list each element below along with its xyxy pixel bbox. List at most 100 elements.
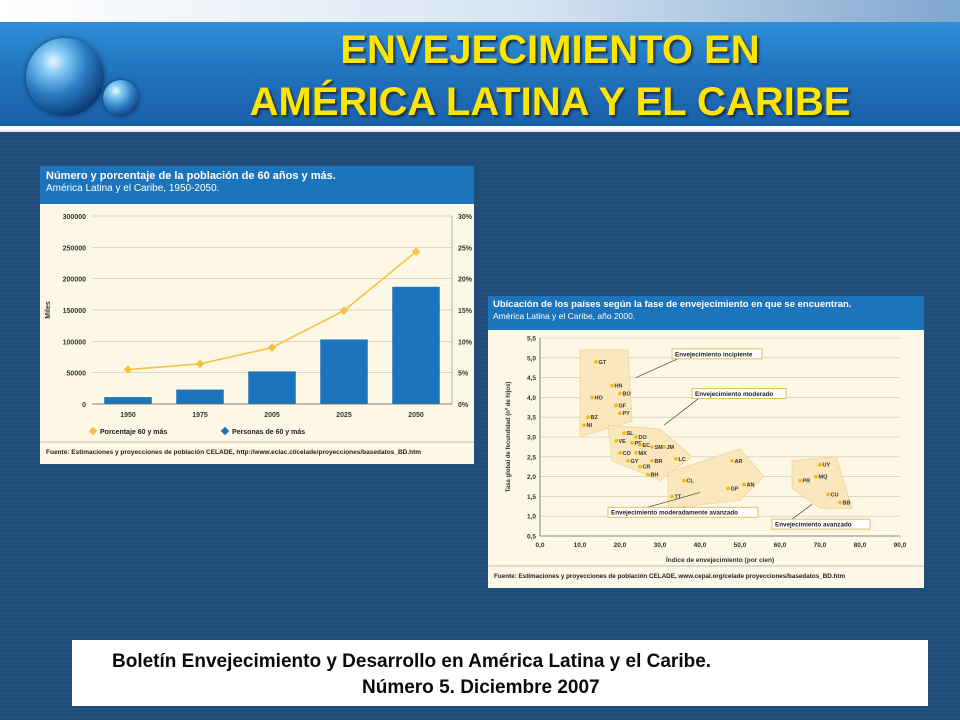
country-label: GP <box>731 486 739 492</box>
y-tick-label: 3,5 <box>527 415 536 422</box>
small-globe-icon <box>103 80 139 116</box>
title-line-2: AMÉRICA LATINA Y EL CARIBE <box>249 80 851 124</box>
y-tick-label: 100000 <box>63 339 86 346</box>
country-label: CO <box>623 451 632 457</box>
y2-tick-label: 20% <box>458 277 473 284</box>
x-tick-label: 1950 <box>120 412 136 419</box>
country-point <box>650 445 654 449</box>
annotation-box <box>691 388 787 399</box>
country-label: NI <box>587 423 593 429</box>
chart-background <box>488 330 924 588</box>
bar <box>248 371 296 404</box>
x-tick-label: 2005 <box>264 412 280 419</box>
header-divider <box>0 126 960 130</box>
country-point <box>634 435 638 439</box>
y-tick-label: 2,0 <box>527 474 536 481</box>
x-tick-label: 80,0 <box>854 542 867 549</box>
y2-tick-label: 30% <box>458 214 473 221</box>
x-tick-label: 40,0 <box>694 542 707 549</box>
y-tick-label: 5,5 <box>527 336 536 343</box>
x-tick-label: 1975 <box>192 412 208 419</box>
country-point <box>646 472 650 477</box>
footer-line-2: Número 5. Diciembre 2007 <box>362 677 600 698</box>
country-point <box>682 478 686 483</box>
country-label: BR <box>655 459 663 465</box>
country-label: GY <box>631 459 639 465</box>
x-tick-label: 60,0 <box>774 542 787 549</box>
population-chart-header: Número y porcentaje de la población de 6… <box>40 166 474 208</box>
country-label: GF <box>619 403 627 409</box>
legend-swatch-persons <box>220 426 230 436</box>
country-point <box>650 458 654 463</box>
x-tick-label: 0,0 <box>535 542 544 549</box>
bar <box>104 397 152 404</box>
annotation-box <box>607 506 759 518</box>
x-tick-label: 2050 <box>408 412 424 419</box>
country-label: AN <box>747 483 755 489</box>
country-point <box>630 441 634 445</box>
country-label: CL <box>687 479 695 485</box>
y-tick-label: 250000 <box>63 245 86 252</box>
country-label: PE <box>635 441 643 447</box>
country-label: SL <box>627 431 635 437</box>
country-point <box>610 383 614 388</box>
annotation-label: Envejecimiento incipiente <box>675 351 753 358</box>
population-chart: 0 50000 100000 150000 200000 250000 300000 0% 5%… <box>40 204 474 464</box>
x-tick-label: 2025 <box>336 412 352 419</box>
country-point <box>626 458 630 463</box>
phase-region <box>791 456 853 509</box>
footer-citation: Boletín Envejecimiento y Desarrollo en A… <box>72 640 928 706</box>
percent-point <box>411 247 421 256</box>
percent-point <box>123 365 133 374</box>
slide-header: ENVEJECIMIENTO EN AMÉRICA LATINA Y EL CA… <box>0 0 960 132</box>
country-point <box>618 411 622 416</box>
country-point <box>614 403 618 408</box>
x-tick-label: 10,0 <box>574 542 587 549</box>
y-tick-label: 150000 <box>63 308 86 315</box>
phase-region <box>667 448 765 509</box>
y-tick-label: 200000 <box>63 277 86 284</box>
country-label: PY <box>623 411 631 417</box>
x-tick-label: 70,0 <box>814 542 827 549</box>
source-note: Fuente: Estimaciones y proyecciones de p… <box>46 449 421 456</box>
legend-swatch-percent <box>88 426 98 436</box>
bar <box>320 339 368 404</box>
y-tick-label: 1,5 <box>527 494 536 501</box>
y2-tick-label: 25% <box>458 245 473 252</box>
y-axis-label: Tasa global de fecundidad (nº de hijos) <box>506 382 512 493</box>
bar <box>176 389 224 404</box>
annotation-label: Envejecimiento moderadamente avanzado <box>611 510 738 517</box>
y-tick-label: 4,5 <box>527 375 536 382</box>
country-label: MX <box>639 451 648 457</box>
title-line-1: ENVEJECIMIENTO EN <box>340 28 760 72</box>
legend-label-percent: Porcentaje 60 y más <box>100 429 167 436</box>
country-label: LC <box>679 457 686 463</box>
country-label: VE <box>619 439 627 445</box>
population-chart-title: Número y porcentaje de la población de 6… <box>46 170 336 182</box>
y2-tick-label: 0% <box>458 402 469 409</box>
country-label: BO <box>623 391 632 397</box>
country-point <box>730 458 734 463</box>
y2-tick-label: 10% <box>458 339 473 346</box>
annotation-label: Envejecimiento moderado <box>695 391 774 398</box>
country-label: PR <box>803 479 811 485</box>
country-label: EC <box>643 443 651 449</box>
percent-point <box>267 343 277 352</box>
country-point <box>814 474 818 479</box>
aging-phase-chart: 0,5 1,0 1,5 2,0 2,5 3,0 3,5 4,0 4,5 5,0 5,5 0,0 10,0… <box>488 330 924 588</box>
source-note: Fuente: Estimaciones y proyecciones de p… <box>494 573 845 580</box>
country-point <box>726 486 730 491</box>
x-axis-label: Índice de envejecimiento (por cien) <box>666 555 774 564</box>
country-point <box>590 395 594 400</box>
country-point <box>742 482 746 487</box>
globe-icon <box>26 38 104 116</box>
country-point <box>670 494 674 499</box>
annotation-arrow <box>663 397 701 426</box>
country-point <box>638 464 642 469</box>
country-label: TT <box>675 494 682 500</box>
country-point <box>798 478 802 483</box>
x-tick-label: 90,0 <box>894 542 907 549</box>
header-top-band <box>0 0 960 22</box>
country-point <box>594 359 598 364</box>
aging-phase-chart-panel: Ubicación de los países según la fase de… <box>488 296 924 588</box>
